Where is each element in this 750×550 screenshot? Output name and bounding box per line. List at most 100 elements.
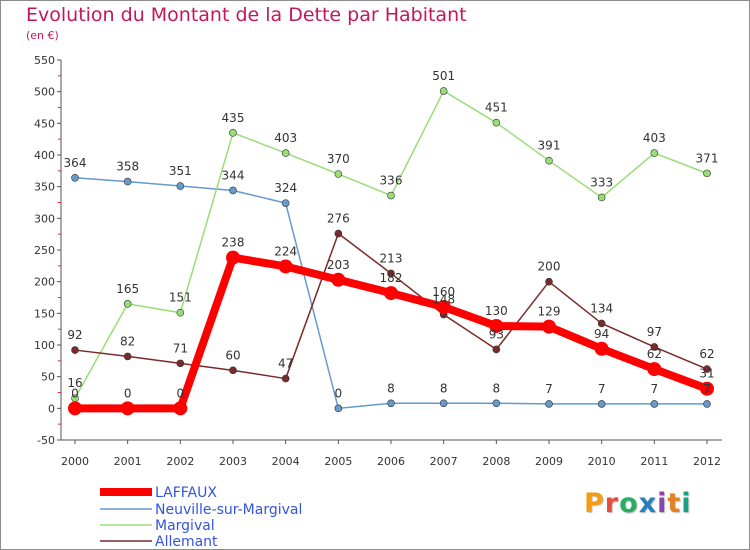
data-point bbox=[123, 177, 132, 186]
data-point bbox=[123, 300, 132, 308]
data-label: 7 bbox=[545, 382, 553, 396]
data-point bbox=[334, 170, 343, 178]
data-point bbox=[384, 286, 398, 301]
data-label: 165 bbox=[116, 282, 139, 296]
y-tick-label: 450 bbox=[34, 117, 55, 130]
data-point bbox=[176, 182, 185, 190]
data-label: 94 bbox=[594, 327, 609, 341]
y-axis-ticks: -50 0 50 100 150 200 250 300 350 400 450 500 550 bbox=[34, 54, 61, 447]
data-label: 403 bbox=[274, 131, 297, 145]
unit-label: (en €) bbox=[26, 29, 59, 42]
data-point bbox=[489, 319, 504, 333]
legend: LAFFAUXNeuville-sur-MargivalMargivalAlle… bbox=[100, 485, 302, 550]
data-label: 182 bbox=[380, 271, 403, 285]
data-point bbox=[703, 365, 711, 373]
data-label: 47 bbox=[278, 357, 293, 371]
y-tick-label: -50 bbox=[37, 434, 55, 447]
data-point bbox=[226, 250, 240, 265]
x-tick-label: 2012 bbox=[693, 455, 721, 468]
data-label: 403 bbox=[643, 131, 666, 145]
data-point bbox=[173, 401, 188, 416]
data-label: 344 bbox=[222, 168, 245, 182]
data-point bbox=[71, 346, 79, 354]
data-point bbox=[650, 343, 659, 351]
data-point bbox=[597, 193, 606, 202]
y-tick-label: 0 bbox=[48, 402, 55, 415]
data-point bbox=[492, 345, 501, 354]
data-point bbox=[334, 404, 343, 413]
data-point bbox=[700, 381, 714, 396]
data-point bbox=[229, 129, 237, 137]
logo-letter: o bbox=[619, 488, 639, 519]
data-label: 276 bbox=[327, 212, 350, 226]
data-label: 134 bbox=[590, 301, 613, 315]
data-label: 358 bbox=[116, 160, 139, 174]
data-label: 93 bbox=[489, 327, 504, 341]
data-label: 31 bbox=[699, 367, 714, 381]
data-label: 364 bbox=[64, 156, 87, 170]
data-label: 7 bbox=[598, 382, 606, 396]
data-point bbox=[597, 400, 606, 408]
x-tick-label: 2001 bbox=[114, 455, 142, 468]
x-tick-label: 2002 bbox=[166, 455, 194, 468]
data-point bbox=[703, 400, 711, 408]
x-tick-label: 2003 bbox=[219, 455, 247, 468]
data-point bbox=[597, 319, 606, 328]
data-label: 97 bbox=[647, 325, 662, 339]
x-tick-label: 2000 bbox=[61, 455, 89, 468]
data-point bbox=[439, 399, 448, 408]
data-label: 8 bbox=[387, 381, 395, 395]
data-point bbox=[387, 399, 395, 408]
data-label: 203 bbox=[327, 258, 350, 272]
series-laffaux bbox=[68, 250, 714, 416]
data-point bbox=[492, 399, 501, 408]
logo-letter: i bbox=[657, 488, 668, 519]
data-label: 8 bbox=[440, 381, 448, 395]
y-tick-label: 300 bbox=[34, 212, 55, 225]
data-point bbox=[334, 229, 343, 238]
logo-letter: t bbox=[667, 488, 682, 519]
data-label: 60 bbox=[225, 348, 240, 362]
data-label: 371 bbox=[696, 151, 719, 165]
proxiti-logo: Proxiti bbox=[584, 488, 692, 519]
data-label: 82 bbox=[120, 334, 135, 348]
data-point bbox=[278, 259, 293, 274]
data-point bbox=[387, 191, 395, 200]
data-point bbox=[545, 400, 553, 408]
logo-letter: i bbox=[681, 488, 692, 519]
data-point bbox=[492, 118, 501, 127]
y-tick-label: 200 bbox=[34, 276, 55, 289]
y-tick-label: 250 bbox=[34, 244, 55, 257]
data-label: 333 bbox=[590, 175, 613, 189]
data-label: 435 bbox=[222, 111, 245, 125]
data-point bbox=[229, 366, 237, 375]
data-label: 7 bbox=[651, 382, 659, 396]
data-label: 324 bbox=[274, 181, 297, 195]
y-tick-label: 350 bbox=[34, 181, 55, 194]
logo-letter: P bbox=[584, 488, 605, 519]
data-label: 351 bbox=[169, 164, 192, 178]
data-label: 224 bbox=[274, 244, 297, 258]
data-label: 71 bbox=[173, 341, 188, 355]
data-point bbox=[650, 149, 659, 157]
data-point bbox=[542, 319, 556, 334]
x-tick-label: 2008 bbox=[482, 455, 510, 468]
data-label: 7 bbox=[703, 382, 711, 396]
y-tick-label: 500 bbox=[34, 86, 55, 99]
data-point bbox=[229, 186, 237, 195]
y-tick-label: 150 bbox=[34, 307, 55, 320]
data-label: 0 bbox=[335, 386, 343, 400]
x-tick-label: 2007 bbox=[430, 455, 458, 468]
x-tick-label: 2011 bbox=[640, 455, 668, 468]
y-tick-label: 400 bbox=[34, 149, 55, 162]
series-neuville-sur-margival bbox=[71, 174, 711, 413]
data-point bbox=[647, 362, 662, 377]
x-tick-label: 2009 bbox=[535, 455, 563, 468]
data-label: 501 bbox=[432, 69, 455, 83]
y-tick-label: 550 bbox=[34, 54, 55, 67]
data-label: 62 bbox=[699, 347, 714, 361]
data-label: 370 bbox=[327, 152, 350, 166]
data-label: 130 bbox=[485, 304, 508, 318]
